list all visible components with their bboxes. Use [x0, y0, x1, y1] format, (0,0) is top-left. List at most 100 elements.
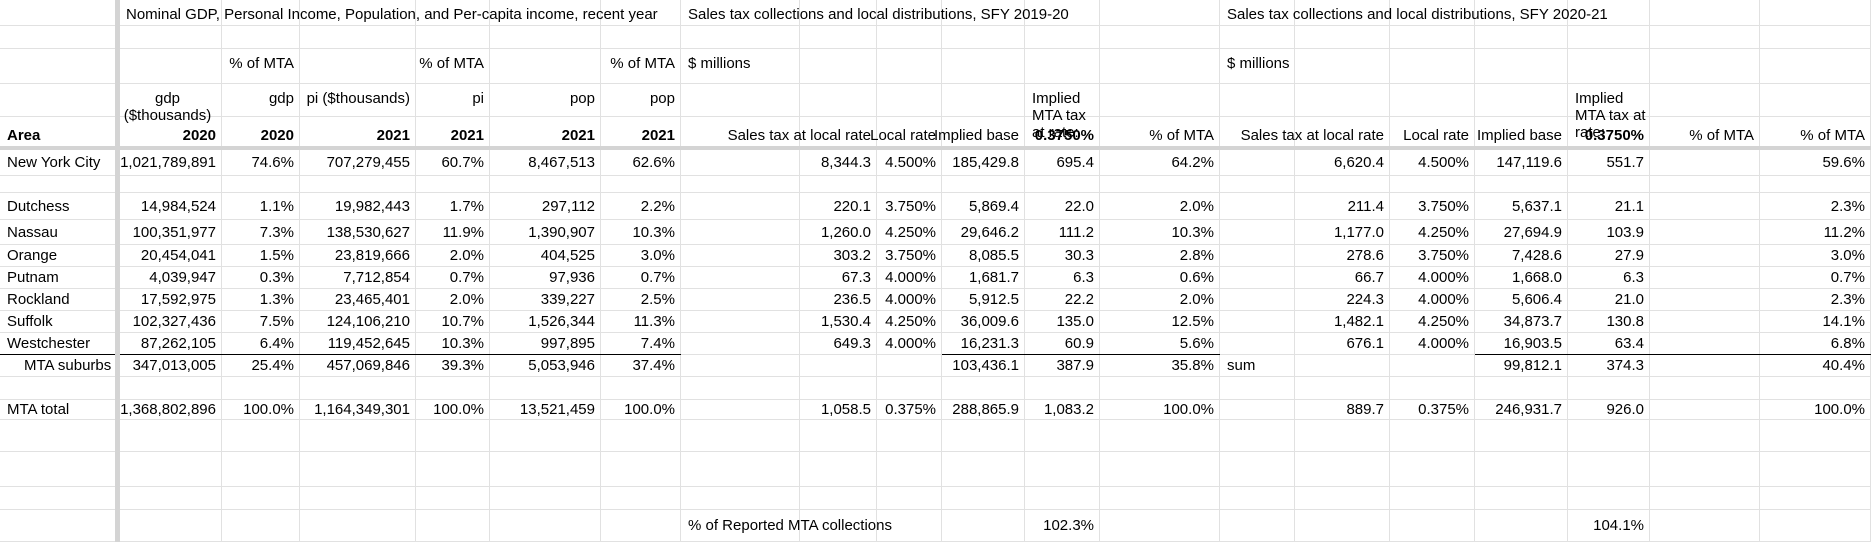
- header-pct-mta-2[interactable]: % of MTA: [1650, 117, 1760, 149]
- header-pct-mta-1[interactable]: % of MTA: [1100, 117, 1220, 149]
- cell-s1-tax[interactable]: 649.3: [681, 333, 877, 355]
- cell-gdp-pct[interactable]: 7.3%: [222, 220, 300, 245]
- grid-cell[interactable]: [942, 84, 1025, 117]
- grid-cell[interactable]: [800, 176, 877, 193]
- grid-cell[interactable]: [1295, 84, 1390, 117]
- grid-cell[interactable]: [1568, 26, 1650, 49]
- cell-s2-tax[interactable]: 889.7: [1220, 400, 1390, 420]
- grid-cell[interactable]: [1650, 49, 1760, 84]
- grid-cell[interactable]: [490, 420, 601, 452]
- grid-cell[interactable]: [800, 49, 877, 84]
- grid-cell[interactable]: [1025, 377, 1100, 400]
- grid-cell[interactable]: [1650, 452, 1760, 487]
- cell-s1-rate[interactable]: 0.375%: [877, 400, 942, 420]
- grid-cell[interactable]: [800, 420, 877, 452]
- cell-pi-pct[interactable]: 2.0%: [416, 289, 490, 311]
- cell-pi-pct[interactable]: 10.7%: [416, 311, 490, 333]
- grid-cell[interactable]: [1650, 487, 1760, 510]
- grid-cell[interactable]: [1100, 26, 1220, 49]
- grid-cell[interactable]: [601, 510, 681, 542]
- grid-cell[interactable]: [1475, 377, 1568, 400]
- cell-s1-mta[interactable]: 135.0: [1025, 311, 1100, 333]
- cell-s1-pct[interactable]: 2.0%: [1100, 193, 1220, 220]
- cell-s2-rate[interactable]: 4.000%: [1390, 289, 1475, 311]
- cell-s1-base[interactable]: 185,429.8: [942, 149, 1025, 176]
- grid-cell[interactable]: [0, 452, 119, 487]
- grid-cell[interactable]: [1220, 84, 1295, 117]
- cell-pop-pct[interactable]: 37.4%: [601, 355, 681, 377]
- header-pct-mta-pop[interactable]: % of MTA: [601, 49, 681, 84]
- cell-s2-tax[interactable]: 278.6: [1220, 245, 1390, 267]
- cell-gdp[interactable]: 1,021,789,891: [119, 149, 222, 176]
- grid-cell[interactable]: [416, 452, 490, 487]
- cell-pi[interactable]: 124,106,210: [300, 311, 416, 333]
- grid-cell[interactable]: [942, 26, 1025, 49]
- grid-cell[interactable]: [877, 176, 942, 193]
- cell-pop[interactable]: 297,112: [490, 193, 601, 220]
- grid-cell[interactable]: [1568, 420, 1650, 452]
- header-pi-thousands[interactable]: pi ($thousands): [300, 84, 416, 117]
- header-sales-tax-1[interactable]: Sales tax at local rate: [681, 117, 877, 149]
- grid-cell[interactable]: [1650, 176, 1760, 193]
- cell-s1-tax[interactable]: 236.5: [681, 289, 877, 311]
- header-pi[interactable]: pi: [416, 84, 490, 117]
- grid-cell[interactable]: [681, 452, 800, 487]
- cell-s2-rate[interactable]: 4.250%: [1390, 220, 1475, 245]
- cell-s2-rate[interactable]: 0.375%: [1390, 400, 1475, 420]
- cell-pop[interactable]: 97,936: [490, 267, 601, 289]
- cell-s1-tax[interactable]: 8,344.3: [681, 149, 877, 176]
- grid-cell[interactable]: [1220, 510, 1295, 542]
- grid-cell[interactable]: [1220, 487, 1295, 510]
- grid-cell[interactable]: [1100, 176, 1220, 193]
- cell-s1-pct[interactable]: 5.6%: [1100, 333, 1220, 355]
- grid-cell[interactable]: [1100, 452, 1220, 487]
- cell-s2-pct[interactable]: 0.7%: [1650, 267, 1871, 289]
- section-header-sfy1920[interactable]: Sales tax collections and local distribu…: [681, 0, 1220, 26]
- cell-s2-base[interactable]: 246,931.7: [1475, 400, 1568, 420]
- grid-cell[interactable]: [1220, 420, 1295, 452]
- grid-cell[interactable]: [222, 176, 300, 193]
- grid-cell[interactable]: [1760, 510, 1871, 542]
- cell-s2-mta[interactable]: 130.8: [1568, 311, 1650, 333]
- cell-gdp[interactable]: 100,351,977: [119, 220, 222, 245]
- grid-cell[interactable]: [0, 487, 119, 510]
- grid-cell[interactable]: [416, 26, 490, 49]
- grid-cell[interactable]: [601, 452, 681, 487]
- grid-cell[interactable]: [942, 452, 1025, 487]
- grid-cell[interactable]: [1025, 49, 1100, 84]
- cell-s2-mta[interactable]: 27.9: [1568, 245, 1650, 267]
- grid-cell[interactable]: [1568, 49, 1650, 84]
- cell-pop[interactable]: 5,053,946: [490, 355, 601, 377]
- grid-cell[interactable]: [300, 420, 416, 452]
- cell-s1-tax[interactable]: 1,058.5: [681, 400, 877, 420]
- grid-cell[interactable]: [490, 26, 601, 49]
- cell-s2-rate[interactable]: [1390, 355, 1475, 377]
- cell-s1-pct[interactable]: 35.8%: [1100, 355, 1220, 377]
- cell-s1-mta[interactable]: 6.3: [1025, 267, 1100, 289]
- grid-cell[interactable]: [416, 487, 490, 510]
- header-implied-base-2[interactable]: Implied base: [1475, 117, 1568, 149]
- cell-s1-rate[interactable]: 4.500%: [877, 149, 942, 176]
- grid-cell[interactable]: [1568, 452, 1650, 487]
- grid-cell[interactable]: [490, 487, 601, 510]
- row-area[interactable]: Rockland: [0, 289, 119, 311]
- cell-s1-mta[interactable]: 695.4: [1025, 149, 1100, 176]
- cell-pi-pct[interactable]: 100.0%: [416, 400, 490, 420]
- cell-gdp-pct[interactable]: 6.4%: [222, 333, 300, 355]
- grid-cell[interactable]: [1475, 510, 1568, 542]
- cell-pop-pct[interactable]: 100.0%: [601, 400, 681, 420]
- grid-cell[interactable]: [416, 377, 490, 400]
- cell-pi[interactable]: 7,712,854: [300, 267, 416, 289]
- cell-s2-pct[interactable]: 40.4%: [1650, 355, 1871, 377]
- grid-cell[interactable]: [1390, 49, 1475, 84]
- cell-gdp-pct[interactable]: 25.4%: [222, 355, 300, 377]
- grid-cell[interactable]: [877, 487, 942, 510]
- grid-cell[interactable]: [1390, 84, 1475, 117]
- grid-cell[interactable]: [1390, 377, 1475, 400]
- cell-s2-pct[interactable]: 3.0%: [1650, 245, 1871, 267]
- cell-s2-label[interactable]: sum: [1220, 355, 1295, 377]
- header-implied-mta-2[interactable]: Implied MTA tax at rate:: [1568, 84, 1650, 141]
- grid-cell[interactable]: [0, 84, 119, 117]
- grid-cell[interactable]: [300, 487, 416, 510]
- header-local-rate-2[interactable]: Local rate: [1390, 117, 1475, 149]
